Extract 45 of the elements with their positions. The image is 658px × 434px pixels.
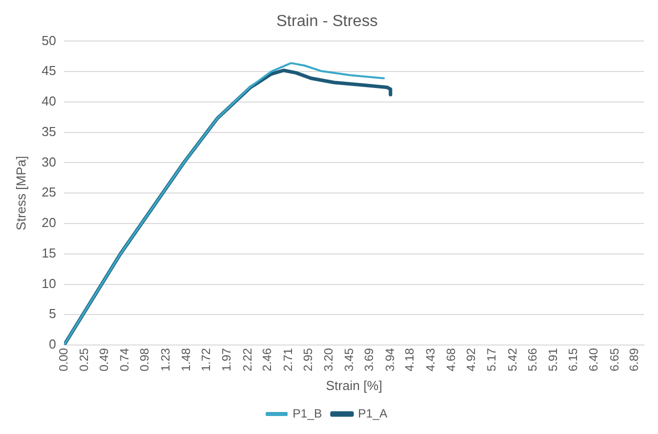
x-axis-title: Strain [%] (326, 378, 382, 393)
x-tick-label: 5.66 (525, 348, 540, 372)
x-tick-label: 0.74 (118, 348, 132, 372)
x-tick-label: 3.69 (362, 348, 376, 372)
x-tick-label: 2.46 (260, 348, 274, 372)
x-tick-label: 0.00 (56, 348, 70, 372)
x-tick-label: 4.18 (402, 348, 417, 372)
y-tick-label: 35 (42, 124, 56, 139)
x-tick-label: 6.15 (566, 348, 580, 372)
x-tick-label: 4.92 (464, 348, 478, 372)
y-tick-label: 20 (42, 215, 56, 230)
x-tick-label: 0.49 (96, 348, 111, 372)
x-tick-label: 6.65 (607, 348, 622, 372)
x-tick-label: 5.17 (484, 348, 499, 372)
y-tick-label: 5 (48, 306, 56, 322)
y-tick-label: 30 (42, 154, 56, 170)
x-tick-label: 3.94 (382, 348, 397, 372)
y-tick-label: 10 (42, 276, 56, 291)
legend-label: P1_B (292, 406, 322, 420)
y-axis-title: Stress [MPa] (13, 156, 28, 230)
x-tick-label: 3.20 (321, 348, 336, 372)
x-tick-label: 0.25 (77, 348, 92, 372)
x-tick-label: 5.91 (546, 348, 560, 372)
x-tick-label: 2.22 (240, 348, 254, 372)
x-tick-label: 4.68 (444, 348, 458, 372)
y-tick-label: 40 (42, 94, 56, 109)
x-tick-label: 6.89 (627, 348, 642, 372)
legend-label: P1_A (358, 406, 388, 420)
y-tick-label: 15 (42, 245, 56, 260)
y-tick-label: 0 (48, 336, 56, 352)
y-tick-label: 45 (42, 63, 56, 78)
x-tick-label: 1.97 (220, 348, 234, 372)
x-tick-label: 1.23 (158, 348, 172, 372)
x-tick-label: 3.45 (342, 348, 356, 372)
y-tick-label: 25 (42, 184, 56, 200)
y-tick-label: 50 (42, 32, 56, 48)
x-tick-label: 1.72 (198, 348, 213, 372)
x-tick-label: 4.43 (423, 348, 438, 372)
chart-title: Strain - Stress (276, 13, 378, 30)
x-tick-label: 5.42 (505, 348, 520, 372)
x-tick-label: 0.98 (138, 348, 152, 372)
x-tick-label: 2.71 (280, 348, 295, 372)
x-tick-label: 1.48 (178, 348, 193, 372)
x-tick-label: 2.95 (300, 348, 315, 372)
x-tick-label: 6.40 (586, 348, 601, 372)
